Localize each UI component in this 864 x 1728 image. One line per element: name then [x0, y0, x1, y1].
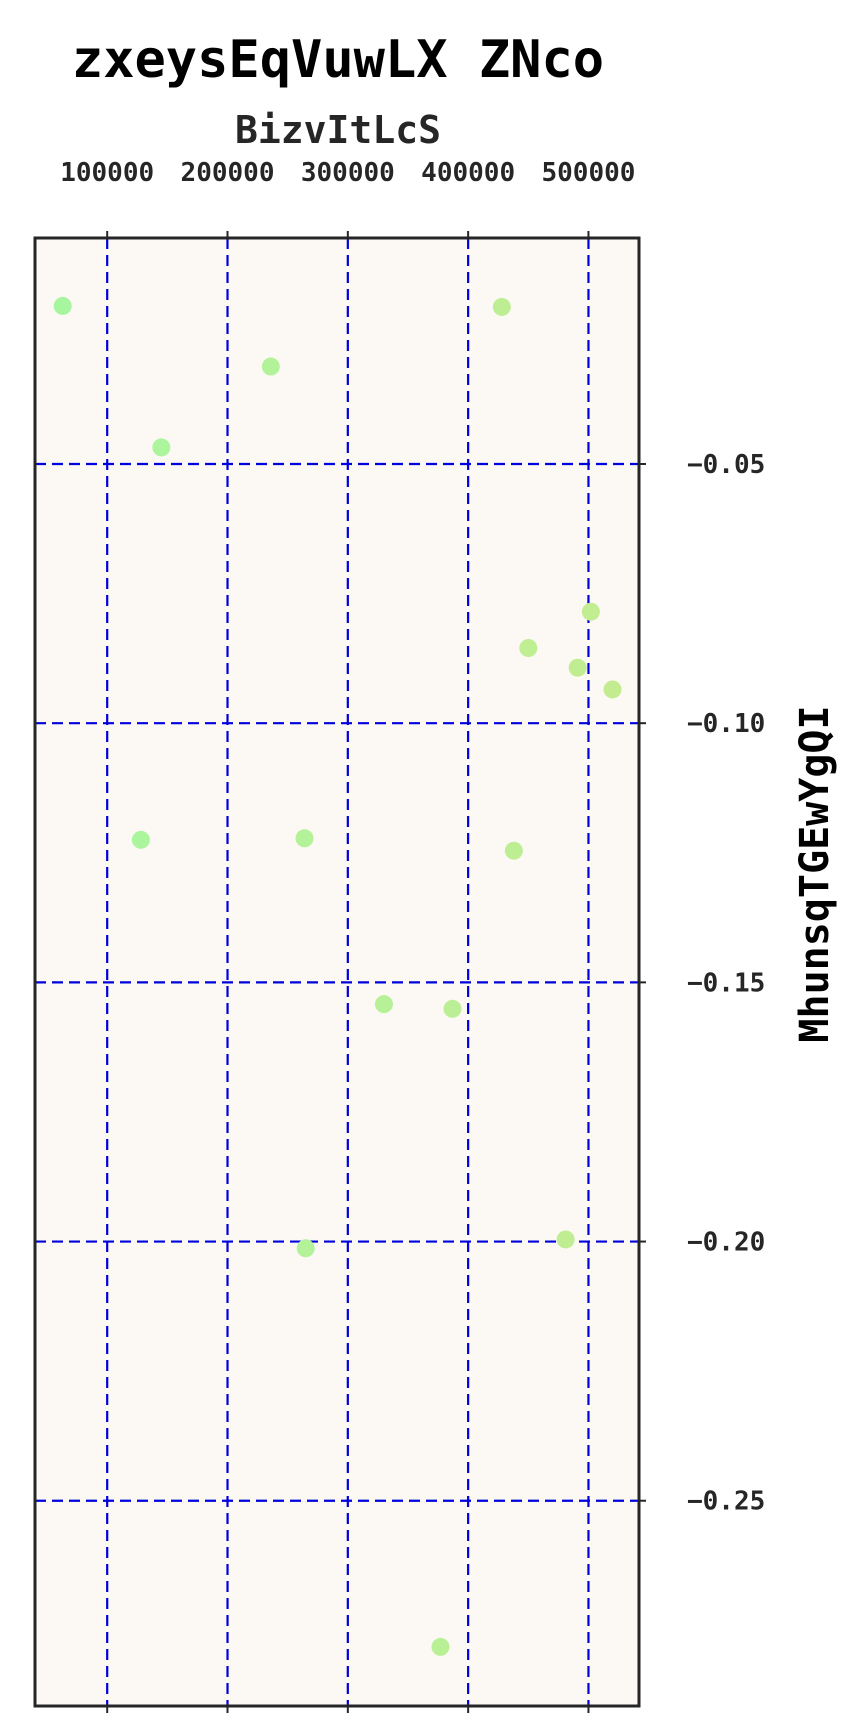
- data-point: [443, 999, 462, 1018]
- data-point: [504, 841, 523, 860]
- x-tick-label: 400000: [421, 158, 515, 188]
- data-point: [296, 1239, 315, 1258]
- x-tick-label: 100000: [60, 158, 154, 188]
- data-point: [295, 829, 314, 848]
- y-tick-label: −0.20: [687, 1228, 765, 1258]
- y-axis-title: MhunsqTGEwYgQI: [792, 705, 838, 1042]
- data-point: [581, 602, 600, 621]
- y-tick-label: −0.10: [687, 709, 765, 739]
- y-tick-label: −0.25: [687, 1487, 765, 1517]
- data-point: [53, 296, 72, 315]
- y-tick-label: −0.05: [687, 450, 765, 480]
- axis-ticks: 100000 200000 300000 400000 500000 −0.05 −0.10…: [60, 158, 765, 1713]
- data-point: [261, 357, 280, 376]
- x-axis-title: BizvItLcS: [235, 108, 441, 152]
- x-tick-label: 500000: [542, 158, 636, 188]
- data-point: [152, 438, 171, 457]
- chart-title: zxeysEqVuwLX ZNco: [72, 30, 604, 90]
- data-points: [53, 296, 622, 1656]
- data-point: [492, 297, 511, 316]
- y-tick-label: −0.15: [687, 968, 765, 998]
- data-point: [131, 830, 150, 849]
- x-tick-label: 300000: [301, 158, 395, 188]
- data-point: [603, 680, 622, 699]
- x-tick-label: 200000: [181, 158, 275, 188]
- data-point: [431, 1637, 450, 1656]
- data-point: [374, 995, 393, 1014]
- data-point: [519, 639, 538, 658]
- grid-lines: [35, 238, 639, 1706]
- data-point: [568, 658, 587, 677]
- plot-frame: [33, 236, 641, 1708]
- data-point: [556, 1230, 575, 1249]
- plot-area: [35, 238, 639, 1706]
